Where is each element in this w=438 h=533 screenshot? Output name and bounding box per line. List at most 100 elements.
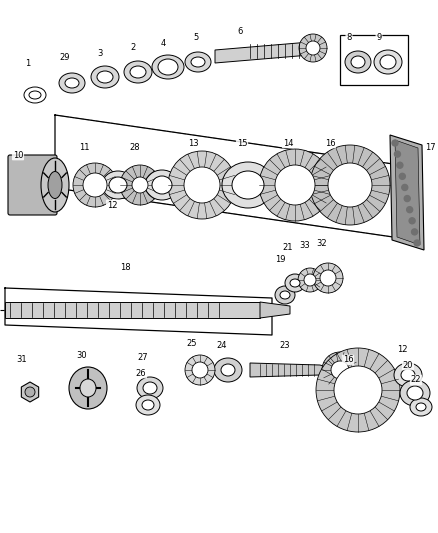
- Ellipse shape: [290, 279, 300, 287]
- Ellipse shape: [102, 171, 134, 199]
- Circle shape: [322, 352, 358, 388]
- Polygon shape: [390, 135, 424, 250]
- Text: 18: 18: [120, 263, 131, 272]
- Circle shape: [299, 34, 327, 62]
- Ellipse shape: [143, 382, 157, 394]
- Ellipse shape: [280, 291, 290, 299]
- Text: 8: 8: [346, 34, 352, 43]
- Circle shape: [192, 362, 208, 378]
- Circle shape: [168, 151, 236, 219]
- Text: 3: 3: [97, 49, 102, 58]
- Ellipse shape: [29, 91, 41, 99]
- Ellipse shape: [185, 52, 211, 72]
- Circle shape: [298, 268, 322, 292]
- Ellipse shape: [222, 162, 274, 208]
- Circle shape: [275, 165, 315, 205]
- Circle shape: [259, 149, 331, 221]
- Polygon shape: [260, 302, 290, 318]
- Ellipse shape: [285, 274, 305, 292]
- Ellipse shape: [136, 395, 160, 415]
- Ellipse shape: [152, 55, 184, 79]
- Text: 31: 31: [17, 356, 27, 365]
- Ellipse shape: [124, 61, 152, 83]
- Ellipse shape: [142, 400, 154, 410]
- Ellipse shape: [41, 158, 69, 212]
- Circle shape: [328, 163, 372, 207]
- Text: 29: 29: [60, 53, 70, 62]
- Ellipse shape: [109, 177, 127, 193]
- Circle shape: [313, 263, 343, 293]
- Ellipse shape: [48, 172, 62, 198]
- Ellipse shape: [59, 73, 85, 93]
- Text: 14: 14: [283, 139, 293, 148]
- Text: 15: 15: [237, 139, 247, 148]
- Ellipse shape: [130, 66, 146, 78]
- Ellipse shape: [374, 50, 402, 74]
- Text: 21: 21: [283, 244, 293, 253]
- Circle shape: [395, 151, 400, 157]
- Text: 28: 28: [130, 143, 140, 152]
- Ellipse shape: [191, 57, 205, 67]
- Text: 10: 10: [13, 150, 23, 159]
- Circle shape: [132, 177, 148, 193]
- Ellipse shape: [158, 59, 178, 75]
- Text: 1: 1: [25, 59, 31, 68]
- Ellipse shape: [69, 367, 107, 409]
- Text: 19: 19: [275, 255, 285, 264]
- Text: 16: 16: [325, 139, 336, 148]
- Text: 13: 13: [188, 139, 198, 148]
- Circle shape: [409, 218, 415, 224]
- Ellipse shape: [137, 377, 163, 399]
- Text: 25: 25: [187, 338, 197, 348]
- Ellipse shape: [80, 379, 96, 397]
- Circle shape: [306, 41, 320, 55]
- Text: 22: 22: [411, 376, 421, 384]
- Ellipse shape: [232, 171, 264, 199]
- Ellipse shape: [97, 71, 113, 83]
- Ellipse shape: [410, 398, 432, 416]
- Ellipse shape: [351, 56, 365, 68]
- Ellipse shape: [221, 364, 235, 376]
- Circle shape: [120, 165, 160, 205]
- Circle shape: [397, 162, 403, 168]
- Ellipse shape: [91, 66, 119, 88]
- Text: 12: 12: [397, 345, 407, 354]
- Circle shape: [399, 173, 405, 179]
- Polygon shape: [250, 363, 335, 377]
- FancyBboxPatch shape: [5, 302, 260, 318]
- Circle shape: [310, 145, 390, 225]
- Text: 12: 12: [107, 200, 117, 209]
- Circle shape: [184, 167, 220, 203]
- Text: 24: 24: [217, 341, 227, 350]
- Circle shape: [304, 274, 316, 286]
- Circle shape: [73, 163, 117, 207]
- Ellipse shape: [416, 403, 426, 411]
- Ellipse shape: [275, 286, 295, 304]
- Circle shape: [83, 173, 107, 197]
- Ellipse shape: [214, 358, 242, 382]
- FancyBboxPatch shape: [8, 155, 57, 215]
- Text: 16: 16: [343, 356, 353, 365]
- Ellipse shape: [401, 369, 415, 381]
- Ellipse shape: [380, 55, 396, 69]
- Text: 2: 2: [131, 44, 136, 52]
- Text: 26: 26: [136, 368, 146, 377]
- Circle shape: [334, 366, 382, 414]
- Circle shape: [412, 229, 417, 235]
- Circle shape: [25, 387, 35, 397]
- Text: 17: 17: [425, 143, 435, 152]
- Circle shape: [392, 140, 398, 146]
- Text: 11: 11: [79, 143, 89, 152]
- Text: 20: 20: [403, 360, 413, 369]
- Ellipse shape: [145, 170, 179, 200]
- Polygon shape: [215, 42, 310, 63]
- Ellipse shape: [345, 51, 371, 73]
- Circle shape: [404, 196, 410, 201]
- Text: 5: 5: [193, 34, 198, 43]
- Circle shape: [406, 207, 413, 213]
- Circle shape: [316, 348, 400, 432]
- Ellipse shape: [407, 386, 423, 400]
- Text: 27: 27: [138, 353, 148, 362]
- Text: 23: 23: [280, 341, 290, 350]
- Polygon shape: [395, 140, 420, 245]
